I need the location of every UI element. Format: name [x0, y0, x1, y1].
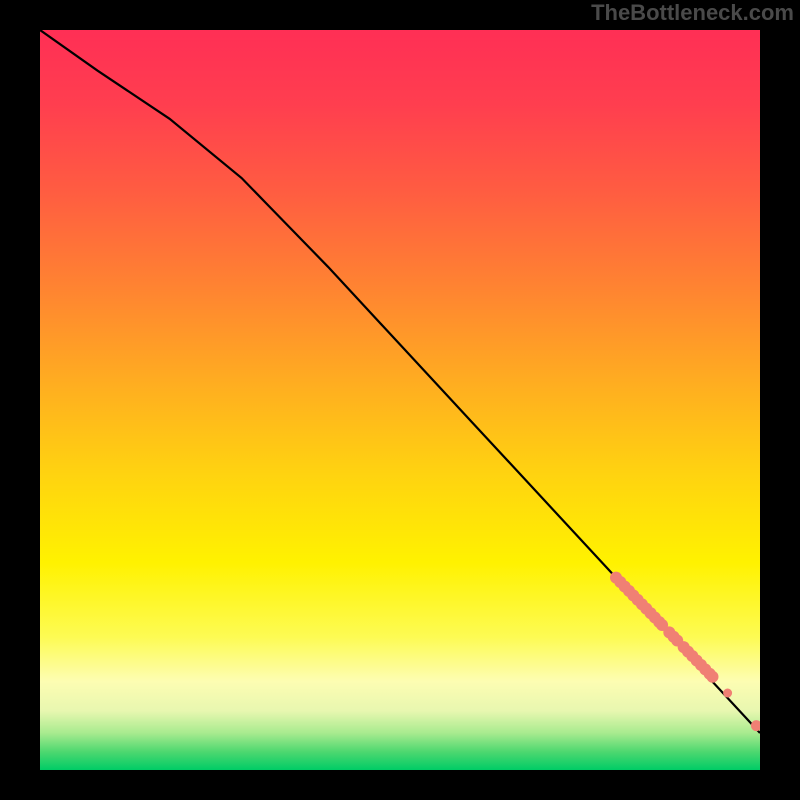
chart-frame: TheBottleneck.com [0, 0, 800, 800]
plot-area [40, 30, 760, 770]
watermark-text: TheBottleneck.com [591, 0, 794, 26]
heat-gradient-background [40, 30, 760, 770]
